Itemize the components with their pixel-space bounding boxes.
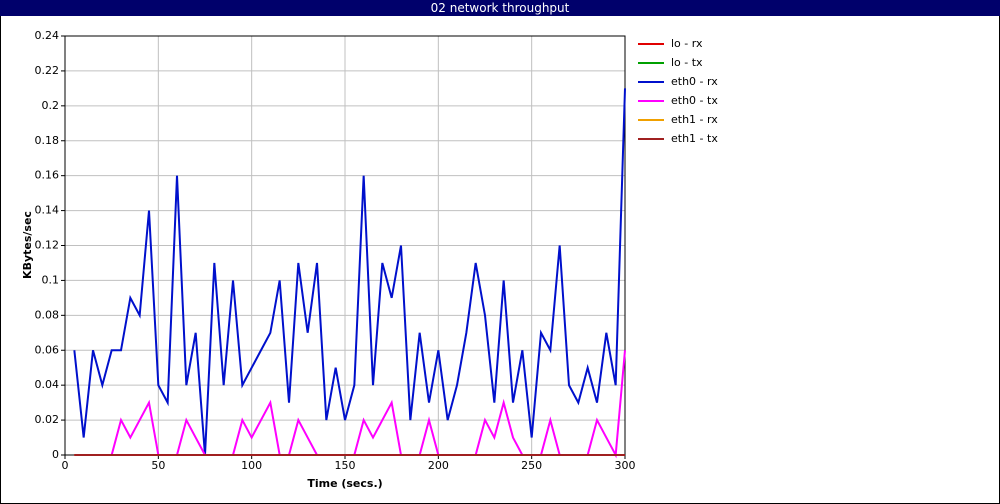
legend-label: eth0 - rx — [671, 75, 718, 88]
legend-label: eth1 - rx — [671, 113, 718, 126]
x-tick-label: 100 — [241, 459, 262, 472]
title-bar — [0, 0, 1000, 16]
y-axis-label: KBytes/sec — [21, 211, 34, 279]
x-axis-label: Time (secs.) — [307, 477, 382, 490]
y-tick-label: 0.22 — [35, 64, 60, 77]
y-tick-label: 0.16 — [35, 169, 60, 182]
legend-label: eth1 - tx — [671, 132, 718, 145]
x-tick-label: 0 — [62, 459, 69, 472]
y-tick-label: 0.18 — [35, 134, 60, 147]
legend-label: eth0 - tx — [671, 94, 718, 107]
legend-label: lo - rx — [671, 37, 703, 50]
x-tick-label: 200 — [428, 459, 449, 472]
x-tick-label: 300 — [615, 459, 636, 472]
y-tick-label: 0.06 — [35, 343, 60, 356]
y-tick-label: 0.02 — [35, 413, 60, 426]
y-tick-label: 0.1 — [42, 273, 60, 286]
chart-title: 02 network throughput — [431, 1, 570, 15]
legend-label: lo - tx — [671, 56, 703, 69]
y-tick-label: 0.2 — [42, 99, 60, 112]
x-tick-label: 150 — [335, 459, 356, 472]
x-tick-label: 50 — [151, 459, 165, 472]
y-tick-label: 0 — [52, 448, 59, 461]
y-tick-label: 0.04 — [35, 378, 60, 391]
y-tick-label: 0.08 — [35, 308, 60, 321]
x-tick-label: 250 — [521, 459, 542, 472]
y-tick-label: 0.14 — [35, 204, 60, 217]
y-tick-label: 0.12 — [35, 239, 60, 252]
y-tick-label: 0.24 — [35, 29, 60, 42]
series-line — [73, 88, 626, 456]
